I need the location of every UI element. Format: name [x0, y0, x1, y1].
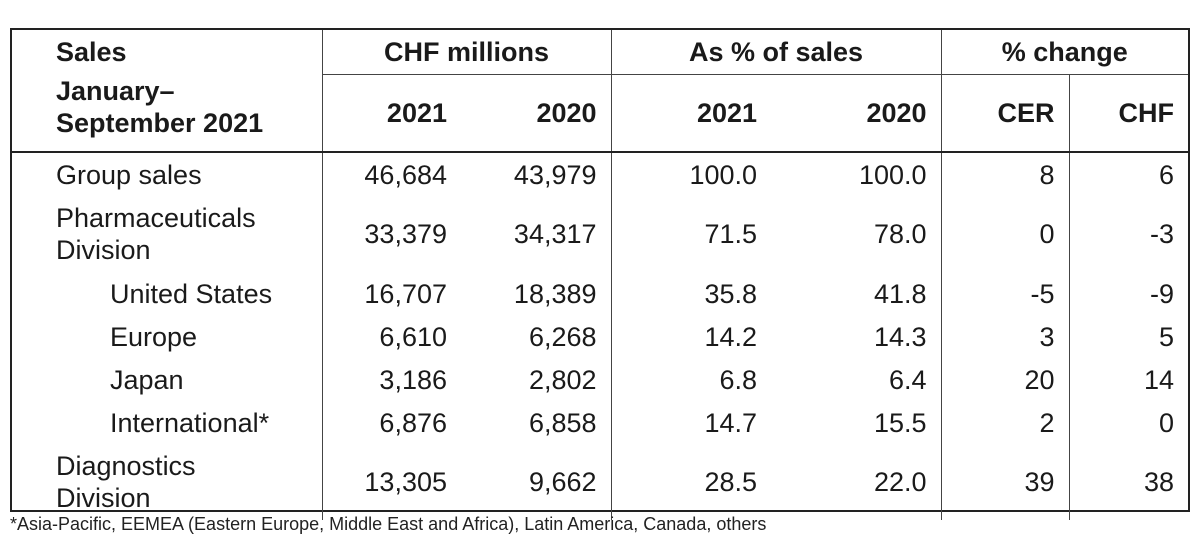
- cell-cer: 20: [940, 358, 1070, 401]
- cell-chf-2020: 6,858: [528, 407, 597, 438]
- table-row: Pharmaceuticals Division 33,379 34,317 7…: [12, 196, 1189, 272]
- cell-pct-2020: 78.0: [873, 219, 927, 249]
- cell-pct-2021: 35.8: [610, 272, 772, 315]
- table-row: International* 6,876 6,858 14.7 15.5 2 0: [12, 401, 1189, 444]
- cell-cer: -5: [940, 272, 1070, 315]
- cell-chf-2020: 18,389: [513, 278, 597, 309]
- cell-chf-2020: 43,979: [513, 159, 597, 190]
- cell-cer: 2: [940, 401, 1070, 444]
- period-label: January– September 2021: [12, 74, 322, 153]
- cell-pct-2021: 28.5: [610, 444, 772, 520]
- row-label: Pharmaceuticals Division: [12, 196, 322, 272]
- cell-chf-2021: 3,186: [321, 358, 461, 401]
- row-label: Japan: [110, 364, 184, 395]
- cell-chf-2021: 6,610: [321, 315, 461, 358]
- cell-chf-2020: 6,268: [528, 321, 597, 352]
- row-label-line1: Pharmaceuticals: [56, 203, 256, 233]
- cell-cer: 8: [940, 152, 1070, 196]
- subcol-cer: CER: [940, 74, 1070, 153]
- cell-chf: 0: [1068, 401, 1189, 444]
- row-label: Diagnostics Division: [12, 444, 322, 520]
- cell-chf: 5: [1068, 315, 1189, 358]
- row-label: United States: [110, 278, 273, 309]
- cell-cer: 0: [940, 196, 1070, 272]
- cell-pct-2021: 14.2: [610, 315, 772, 358]
- period-label-line2: September 2021: [56, 107, 264, 138]
- cell-chf-2021: 16,707: [321, 272, 461, 315]
- subcol-pct-2021: 2021: [610, 74, 772, 153]
- subcol-chf-2021: 2021: [321, 74, 461, 153]
- row-label-line2: Division: [56, 235, 151, 265]
- cell-pct-2021: 14.7: [610, 401, 772, 444]
- table-row: United States 16,707 18,389 35.8 41.8 -5…: [12, 272, 1189, 315]
- sales-column-header: Sales: [56, 37, 127, 68]
- row-label: Europe: [110, 321, 198, 352]
- row-label: Group sales: [56, 159, 202, 190]
- cell-pct-2020: 15.5: [873, 407, 927, 438]
- cell-chf-2021: 6,876: [321, 401, 461, 444]
- cell-pct-2020: 14.3: [873, 321, 927, 352]
- header-row-groups: Sales CHF millions As % of sales % chang…: [12, 30, 1189, 75]
- cell-chf: -3: [1068, 196, 1189, 272]
- cell-chf-2020: 9,662: [528, 467, 597, 497]
- cell-pct-2020: 41.8: [873, 278, 927, 309]
- table-row: Group sales 46,684 43,979 100.0 100.0 8 …: [12, 152, 1189, 196]
- cell-pct-2021: 6.8: [610, 358, 772, 401]
- subcol-pct-2020: 2020: [771, 74, 942, 153]
- footnote: *Asia-Pacific, EEMEA (Eastern Europe, Mi…: [10, 514, 767, 534]
- cell-chf-2021: 46,684: [321, 152, 461, 196]
- period-label-line1: January–: [56, 75, 175, 106]
- cell-pct-2020: 6.4: [888, 364, 927, 395]
- header-row-subcols: January– September 2021 2021 2020 2021 2…: [12, 74, 1189, 153]
- table-row: Diagnostics Division 13,305 9,662 28.5 2…: [12, 444, 1189, 520]
- cell-pct-2021: 71.5: [610, 196, 772, 272]
- row-label-line1: Diagnostics: [56, 451, 196, 481]
- sales-table-frame: Sales CHF millions As % of sales % chang…: [10, 28, 1190, 520]
- cell-cer: 39: [940, 444, 1070, 520]
- cell-chf: 6: [1068, 152, 1189, 196]
- cell-chf-2020: 2,802: [528, 364, 597, 395]
- table-row: Europe 6,610 6,268 14.2 14.3 3 5: [12, 315, 1189, 358]
- row-label-line2: Division: [56, 483, 151, 513]
- table-row: Japan 3,186 2,802 6.8 6.4 20 14: [12, 358, 1189, 401]
- subcol-chf-2020: 2020: [461, 74, 612, 153]
- sales-table: Sales CHF millions As % of sales % chang…: [12, 30, 1189, 520]
- cell-cer: 3: [940, 315, 1070, 358]
- cell-chf: 38: [1068, 444, 1189, 520]
- group-header-chf-millions: CHF millions: [321, 30, 612, 75]
- group-header-percent-of-sales: As % of sales: [610, 30, 942, 75]
- cell-chf-2021: 33,379: [321, 196, 461, 272]
- cell-chf-2021: 13,305: [321, 444, 461, 520]
- cell-pct-2021: 100.0: [610, 152, 772, 196]
- subcol-chf: CHF: [1068, 74, 1189, 153]
- group-header-percent-change: % change: [940, 30, 1189, 75]
- cell-pct-2020: 22.0: [873, 467, 927, 497]
- cell-chf-2020: 34,317: [513, 219, 597, 249]
- cell-chf: 14: [1068, 358, 1189, 401]
- cell-pct-2020: 100.0: [858, 159, 927, 190]
- cell-chf: -9: [1068, 272, 1189, 315]
- row-label: International*: [110, 407, 270, 438]
